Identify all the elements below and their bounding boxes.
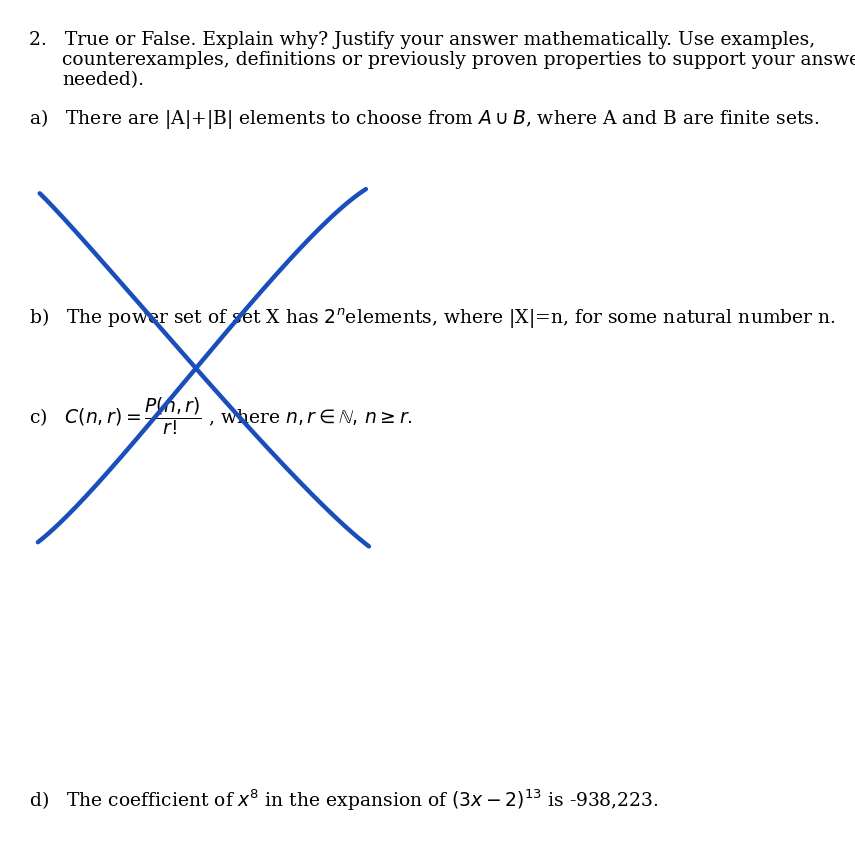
Text: d)   The coefficient of $x^8$ in the expansion of $(3x - 2)^{13}$ is -938,223.: d) The coefficient of $x^8$ in the expan…: [29, 788, 658, 813]
Text: c)   $C(n,r) = \dfrac{P(n,r)}{r!}$ , where $n, r \in \mathbb{N},\, n \geq r.$: c) $C(n,r) = \dfrac{P(n,r)}{r!}$ , where…: [29, 395, 413, 437]
Text: 2.   True or False. Explain why? Justify your answer mathematically. Use example: 2. True or False. Explain why? Justify y…: [29, 31, 815, 49]
Text: a)   There are |A|+|B| elements to choose from $A \cup B$, where A and B are fin: a) There are |A|+|B| elements to choose …: [29, 107, 819, 131]
Text: b)   The power set of set X has $2^n$elements, where |X|=n, for some natural num: b) The power set of set X has $2^n$eleme…: [29, 306, 836, 331]
Text: needed).: needed).: [62, 71, 144, 89]
Text: counterexamples, definitions or previously proven properties to support your ans: counterexamples, definitions or previous…: [62, 51, 855, 70]
